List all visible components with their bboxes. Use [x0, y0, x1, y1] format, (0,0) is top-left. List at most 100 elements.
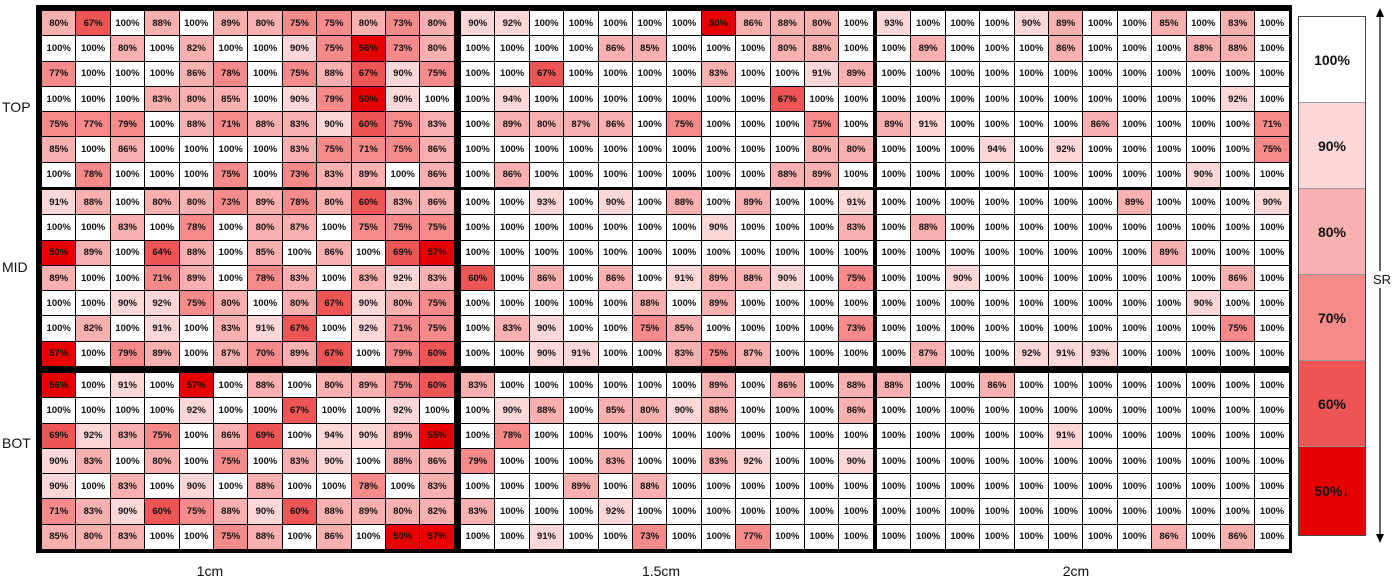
heatmap-cell: 86% — [420, 448, 454, 474]
heatmap-cell: 100% — [1255, 291, 1289, 316]
heatmap-cell: 100% — [945, 215, 980, 240]
heatmap-cell: 69% — [385, 240, 420, 265]
heatmap-cell: 100% — [945, 61, 980, 86]
heatmap-cell: 73% — [282, 162, 317, 188]
heatmap-block-mid-2cm: 100% 100% 100% 100% 100% 100% 100% 89% 100% 100% 1… — [876, 189, 1290, 368]
heatmap-cell: 75% — [420, 61, 454, 86]
heatmap-cell: 100% — [1152, 36, 1186, 61]
heatmap-cell: 100% — [839, 341, 873, 367]
heatmap-cell: 90% — [179, 474, 213, 499]
sr-axis-label: SR — [1373, 271, 1392, 288]
heatmap-cell: 100% — [495, 524, 529, 550]
heatmap-cell: 100% — [945, 86, 980, 112]
heatmap-cell: 100% — [76, 215, 110, 240]
heatmap-cell: 100% — [179, 341, 213, 367]
heatmap-cell: 100% — [145, 373, 179, 398]
heatmap-cell: 100% — [839, 162, 873, 188]
heatmap-cell: 92% — [598, 499, 632, 524]
heatmap-cell: 83% — [282, 112, 317, 137]
heatmap-cell: 100% — [1152, 86, 1186, 112]
heatmap-cell: 75% — [385, 112, 420, 137]
heatmap-cell: 100% — [76, 137, 110, 162]
heatmap-cell: 75% — [839, 265, 873, 291]
heatmap-cell: 75% — [385, 215, 420, 240]
heatmap-cell: 88% — [248, 474, 282, 499]
heatmap-cell: 85% — [667, 316, 701, 341]
heatmap-cell: 100% — [213, 373, 248, 398]
heatmap-cell: 100% — [1048, 240, 1083, 265]
heatmap-cell: 100% — [945, 137, 980, 162]
heatmap-cell: 100% — [1117, 291, 1152, 316]
heatmap-cell: 100% — [529, 36, 564, 61]
heatmap-cell: 86% — [736, 11, 770, 36]
heatmap-cell: 100% — [495, 240, 529, 265]
heatmap-cell: 100% — [282, 474, 317, 499]
heatmap-cell: 100% — [317, 265, 351, 291]
heatmap-cell: 100% — [564, 36, 598, 61]
heatmap-cell: 100% — [495, 474, 529, 499]
heatmap-cell: 92% — [351, 316, 385, 341]
heatmap-cell: 100% — [736, 215, 770, 240]
heatmap-cell: 100% — [839, 499, 873, 524]
heatmap-cell: 100% — [1186, 341, 1220, 367]
heatmap-cell: 83% — [461, 499, 495, 524]
heatmap-cell: 100% — [1117, 423, 1152, 448]
heatmap-cell: 79% — [110, 341, 145, 367]
heatmap-cell: 89% — [76, 240, 110, 265]
heatmap-cell: 90% — [529, 341, 564, 367]
heatmap-cell: 100% — [317, 316, 351, 341]
heatmap-cell: 89% — [701, 373, 736, 398]
heatmap-cell: 75% — [317, 36, 351, 61]
heatmap-cell: 92% — [1048, 137, 1083, 162]
heatmap-cell: 100% — [1220, 61, 1255, 86]
heatmap-cell: 75% — [1255, 137, 1289, 162]
heatmap-cell: 86% — [598, 265, 632, 291]
heatmap-cell: 100% — [911, 474, 945, 499]
heatmap-cell: 100% — [461, 316, 495, 341]
heatmap-cell: 100% — [632, 162, 667, 188]
heatmap-cell: 77% — [76, 112, 110, 137]
heatmap-cell: 100% — [1048, 215, 1083, 240]
color-legend: 100% 90% 80% 70% 60% 50%↓ — [1298, 16, 1366, 536]
heatmap-cell: 83% — [839, 215, 873, 240]
heatmap-cell: 89% — [804, 162, 839, 188]
heatmap-cell: 100% — [76, 86, 110, 112]
heatmap-cell: 100% — [1186, 265, 1220, 291]
heatmap-cell: 100% — [1220, 291, 1255, 316]
heatmap-cell: 100% — [495, 36, 529, 61]
heatmap-cell: 75% — [282, 11, 317, 36]
heatmap-cell: 100% — [945, 398, 980, 423]
heatmap-cell: 86% — [1152, 524, 1186, 550]
heatmap-cell: 100% — [1255, 373, 1289, 398]
heatmap-cell: 100% — [1255, 36, 1289, 61]
heatmap-cell: 83% — [351, 265, 385, 291]
heatmap-cell: 100% — [804, 373, 839, 398]
heatmap-cell: 86% — [1220, 524, 1255, 550]
heatmap-cell: 100% — [1048, 61, 1083, 86]
heatmap-cell: 100% — [1117, 86, 1152, 112]
heatmap-cell: 86% — [1083, 112, 1117, 137]
heatmap-cell: 100% — [1220, 112, 1255, 137]
heatmap-cell: 100% — [736, 291, 770, 316]
heatmap-cell: 83% — [282, 265, 317, 291]
heatmap-cell: 100% — [76, 474, 110, 499]
heatmap-cell: 100% — [179, 11, 213, 36]
heatmap-cell: 92% — [1014, 341, 1048, 367]
heatmap-cell: 100% — [598, 162, 632, 188]
heatmap-cell: 60% — [420, 373, 454, 398]
heatmap-cell: 100% — [1048, 86, 1083, 112]
heatmap-cell: 91% — [145, 316, 179, 341]
heatmap-cell: 89% — [282, 341, 317, 367]
heatmap-cell: 100% — [1014, 474, 1048, 499]
heatmap-cell: 100% — [1048, 265, 1083, 291]
heatmap-cell: 100% — [945, 291, 980, 316]
heatmap-cell: 88% — [145, 11, 179, 36]
heatmap-cell: 100% — [598, 524, 632, 550]
heatmap-cell: 100% — [598, 11, 632, 36]
heatmap-cell: 100% — [632, 499, 667, 524]
heatmap-cell: 75% — [385, 137, 420, 162]
heatmap-cell: 89% — [213, 11, 248, 36]
heatmap-cell: 75% — [632, 316, 667, 341]
heatmap-cell: 100% — [385, 162, 420, 188]
heatmap-cell: 100% — [804, 215, 839, 240]
